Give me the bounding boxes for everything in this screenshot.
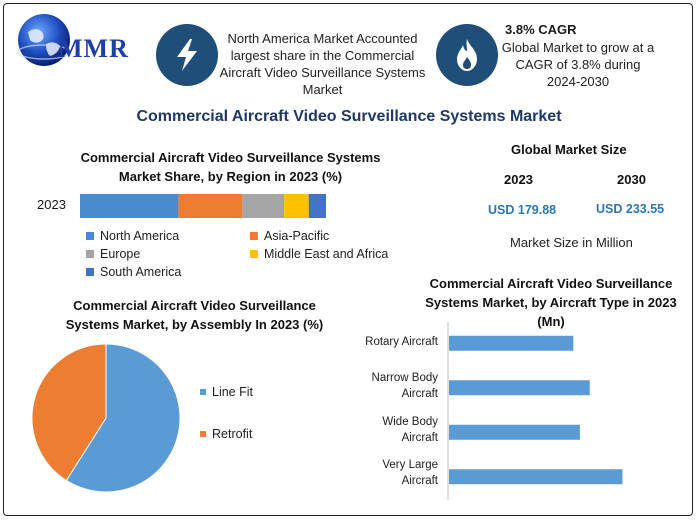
global-market-footnote: Market Size in Million (510, 235, 633, 250)
region-stacked-bar (80, 194, 326, 218)
cagr-title: 3.8% CAGR (505, 22, 577, 37)
aircraft-type-bar-narrow-body-aircraft (449, 380, 590, 396)
aircraft-type-bar-wide-body-aircraft (449, 424, 580, 440)
legend-label: Retrofit (212, 427, 253, 441)
legend-label: North America (100, 229, 180, 243)
legend-label: Europe (100, 247, 141, 261)
category-label-narrow-body-aircraft: Narrow Body Aircraft (371, 372, 438, 400)
region-segment-asia-pacific (178, 194, 243, 218)
aircraft-type-bar-rotary-aircraft (449, 335, 574, 351)
pie-slice-line-fit (65, 343, 181, 493)
globe-icon (17, 14, 71, 66)
category-label-very-large-aircraft: Very Large Aircraft (382, 459, 438, 487)
legend-swatch-retrofit (200, 431, 206, 437)
flame-icon (436, 24, 498, 86)
global-market-year-2030: 2030 (617, 172, 646, 187)
legend-middle-east-africa: Middle East and Africa (250, 247, 388, 261)
region-chart-title: Commercial Aircraft Video Surveillance S… (80, 150, 381, 184)
category-label-wide-body-aircraft: Wide Body Aircraft (382, 416, 438, 444)
region-segment-north-america (80, 194, 179, 218)
legend-label: Line Fit (212, 385, 253, 399)
aircraft-type-chart-title: Commercial Aircraft Video Surveillance S… (425, 276, 677, 329)
legend-swatch-europe (86, 250, 94, 258)
legend-retrofit: Retrofit (200, 427, 252, 441)
region-category-label: 2023 (37, 197, 66, 212)
legend-label: Asia-Pacific (264, 229, 330, 243)
pie-slice-retrofit (31, 343, 107, 482)
info-region-text: North America Market Accounted largest s… (219, 31, 426, 97)
legend-south-america: South America (86, 265, 181, 279)
legend-swatch-south-america (86, 268, 94, 276)
legend-asia-pacific: Asia-Pacific (250, 229, 329, 243)
cagr-text: Global Market to grow at a CAGR of 3.8% … (501, 40, 655, 89)
legend-swatch-line-fit (200, 389, 206, 395)
legend-swatch-middle-east-africa (250, 250, 258, 258)
legend-label: Middle East and Africa (264, 247, 389, 261)
legend-europe: Europe (86, 247, 140, 261)
assembly-pie-chart (31, 343, 181, 493)
lightning-bolt-icon (156, 24, 218, 86)
logo: MMR (16, 10, 141, 70)
page-title: Commercial Aircraft Video Surveillance S… (136, 108, 562, 125)
legend-line-fit: Line Fit (200, 385, 253, 399)
region-segment-middle-east-africa (284, 194, 309, 218)
global-market-title: Global Market Size (511, 142, 627, 157)
legend-label: South America (100, 265, 182, 279)
region-segment-south-america (308, 194, 326, 218)
legend-swatch-asia-pacific (250, 232, 258, 240)
legend-north-america: North America (86, 229, 179, 243)
aircraft-type-bar-very-large-aircraft (449, 469, 623, 485)
global-market-year-2023: 2023 (504, 172, 533, 187)
global-market-value-2023: USD 179.88 (488, 203, 557, 217)
category-label-rotary-aircraft: Rotary Aircraft (365, 336, 438, 348)
legend-swatch-north-america (86, 232, 94, 240)
logo-text: MMR (58, 34, 129, 63)
aircraft-type-bar-chart (447, 322, 623, 500)
assembly-chart-title: Commercial Aircraft Video Surveillance S… (65, 298, 324, 332)
region-segment-europe (242, 194, 285, 218)
global-market-value-2030: USD 233.55 (596, 202, 665, 216)
